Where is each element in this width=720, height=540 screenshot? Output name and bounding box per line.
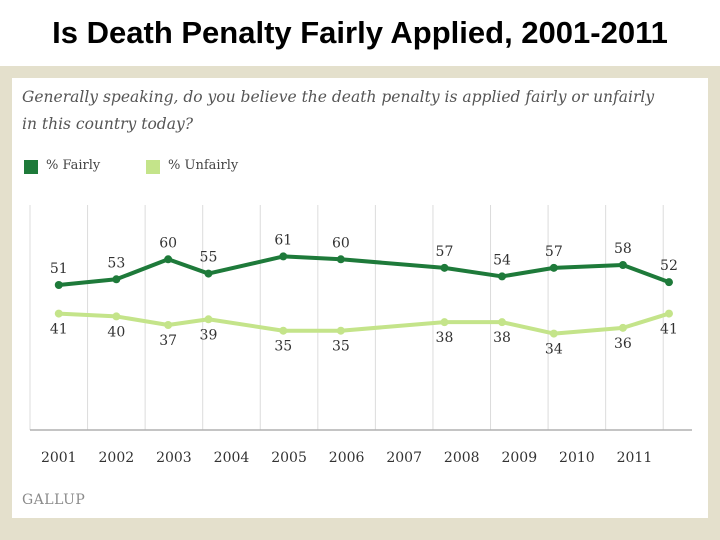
- legend-swatch-fairly: [24, 160, 38, 174]
- x-tick-2006: 2006: [329, 450, 365, 466]
- series-line-unfairly: [58, 311, 670, 336]
- data-point-fairly-4: [279, 252, 288, 261]
- x-tick-2002: 2002: [99, 450, 135, 466]
- data-point-fairly-3: [204, 269, 213, 278]
- survey-question: Generally speaking, do you believe the d…: [22, 84, 702, 138]
- data-point-unfairly-10: [664, 309, 673, 318]
- data-point-fairly-1: [112, 275, 121, 284]
- data-label-fairly-9: 58: [614, 241, 632, 257]
- data-point-fairly-5: [336, 255, 345, 264]
- data-point-unfairly-5: [336, 326, 345, 335]
- data-label-fairly-7: 54: [493, 252, 511, 268]
- data-label-fairly-6: 57: [436, 244, 454, 260]
- data-point-unfairly-4: [279, 326, 288, 335]
- x-tick-2004: 2004: [214, 450, 250, 466]
- data-label-fairly-3: 55: [200, 250, 218, 266]
- data-label-fairly-10: 52: [660, 258, 678, 274]
- data-label-fairly-1: 53: [107, 255, 125, 271]
- data-label-unfairly-0: 41: [50, 322, 68, 338]
- data-label-fairly-8: 57: [545, 244, 563, 260]
- data-point-unfairly-0: [54, 309, 63, 318]
- slide-title: Is Death Penalty Fairly Applied, 2001-20…: [52, 15, 668, 50]
- question-line-1: Generally speaking, do you believe the d…: [22, 88, 655, 106]
- data-label-unfairly-4: 35: [274, 339, 292, 355]
- data-label-unfairly-8: 34: [545, 342, 563, 358]
- data-point-unfairly-2: [164, 321, 173, 329]
- data-label-unfairly-6: 38: [436, 330, 454, 346]
- series-line-fairly: [58, 254, 670, 287]
- source-logo: GALLUP: [22, 492, 86, 508]
- data-point-unfairly-7: [498, 318, 507, 327]
- data-point-unfairly-9: [618, 323, 627, 332]
- data-point-fairly-2: [164, 255, 173, 264]
- chart-panel: [12, 78, 708, 518]
- data-label-fairly-5: 60: [332, 235, 350, 251]
- data-point-fairly-8: [549, 263, 558, 272]
- data-point-fairly-7: [498, 272, 507, 281]
- question-line-2: in this country today?: [22, 115, 194, 133]
- data-label-fairly-2: 60: [159, 235, 177, 251]
- data-point-fairly-6: [440, 263, 449, 272]
- data-point-fairly-10: [664, 278, 673, 287]
- x-tick-2007: 2007: [386, 450, 422, 466]
- x-tick-2003: 2003: [156, 450, 192, 466]
- data-point-fairly-0: [54, 281, 63, 289]
- data-label-unfairly-5: 35: [332, 339, 350, 355]
- data-label-fairly-0: 51: [50, 261, 68, 277]
- data-point-unfairly-6: [440, 318, 449, 327]
- data-label-fairly-4: 61: [274, 232, 292, 248]
- data-label-unfairly-10: 41: [660, 322, 678, 338]
- data-point-fairly-9: [618, 261, 627, 269]
- legend-label-unfairly: % Unfairly: [168, 158, 239, 173]
- data-label-unfairly-9: 36: [614, 336, 632, 352]
- x-tick-2008: 2008: [444, 450, 480, 466]
- x-tick-2011: 2011: [617, 450, 653, 466]
- x-tick-2010: 2010: [559, 450, 595, 466]
- data-point-unfairly-1: [112, 312, 121, 321]
- x-tick-2001: 2001: [41, 450, 77, 466]
- legend-label-fairly: % Fairly: [46, 158, 101, 173]
- data-label-unfairly-1: 40: [107, 324, 125, 340]
- x-tick-2009: 2009: [501, 450, 537, 466]
- data-point-unfairly-8: [549, 329, 558, 338]
- x-tick-2005: 2005: [271, 450, 307, 466]
- data-point-unfairly-3: [204, 315, 213, 324]
- legend-swatch-unfairly: [146, 160, 160, 174]
- data-label-unfairly-7: 38: [493, 330, 511, 346]
- data-label-unfairly-2: 37: [159, 333, 177, 349]
- data-label-unfairly-3: 39: [200, 327, 218, 343]
